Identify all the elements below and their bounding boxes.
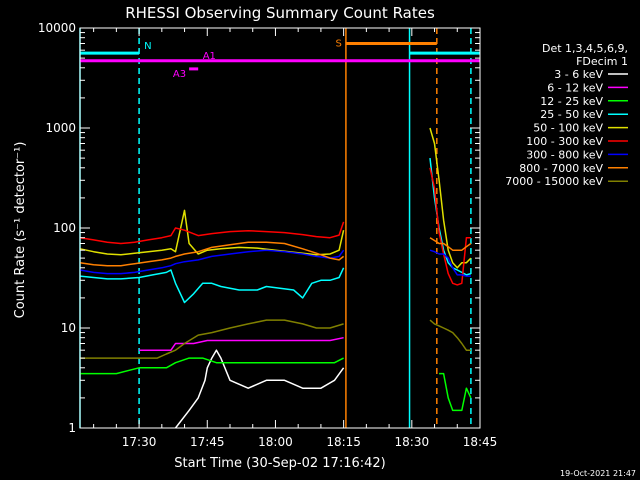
y-tick-label-1: 10 [61,321,76,335]
chart-title: RHESSI Observing Summary Count Rates [125,4,435,22]
y-tick-label-2: 100 [53,221,76,235]
legend-label-8: 7000 - 15000 keV [505,175,603,188]
y-axis-label: Count Rate (s⁻¹ detector⁻¹) [13,142,28,319]
series-line-3-0 [79,267,345,304]
y-tick-label-3: 1000 [45,121,76,135]
legend-header-line-2: FDecim 1 [576,55,628,68]
legend-label-5: 100 - 300 keV [526,135,603,148]
annotation-label-a1: A1 [203,51,216,62]
legend-label-7: 800 - 7000 keV [519,162,603,175]
series-line-8-0 [80,319,344,359]
x-tick-label-1: 17:45 [190,435,225,449]
annotation-label-s: S [336,38,342,49]
x-axis-ticks: 17:30 17:45 18:00 18:15 18:30 18:45 [93,28,498,449]
series-line-6-1 [429,249,471,277]
x-tick-label-0: 17:30 [122,435,157,449]
y-axis-ticks: 1 10 100 1000 10000 [38,21,480,435]
x-tick-label-2: 18:00 [258,435,293,449]
footer-date: 19-Oct-2021 21:47 [560,469,636,478]
annotation-label-a3: A3 [173,69,186,80]
legend-label-2: 12 - 25 keV [540,95,603,108]
series-line-7-0 [79,241,345,267]
annotation-label-n: N [144,41,151,52]
series-line-1-0 [139,336,344,351]
x-axis-label: Start Time (30-Sep-02 17:16:42) [174,456,385,471]
series-line-2-1 [439,372,472,412]
legend-header-line-1: Det 1,3,4,5,6,9, [542,42,628,55]
y-tick-label-0: 1 [68,421,76,435]
series-lines [79,127,472,429]
series-line-5-1 [429,167,471,286]
x-tick-label-5: 18:45 [463,435,498,449]
x-tick-label-3: 18:15 [326,435,361,449]
legend-label-3: 25 - 50 keV [540,108,603,121]
series-line-5-0 [79,221,345,245]
legend-label-4: 50 - 100 keV [533,122,603,135]
legend-label-6: 300 - 800 keV [526,148,603,161]
series-line-6-0 [79,249,345,275]
series-line-4-0 [79,209,345,256]
series-line-2-0 [80,357,344,375]
x-tick-label-4: 18:30 [395,435,430,449]
legend-label-1: 6 - 12 keV [547,81,603,94]
series-line-8-1 [429,319,471,351]
y-tick-label-4: 10000 [38,21,76,35]
series-line-7-1 [429,237,472,251]
legend-label-0: 3 - 6 keV [554,68,603,81]
attenuator-annotations: N A1 A3 S [80,38,480,80]
series-line-0-0 [174,349,345,429]
